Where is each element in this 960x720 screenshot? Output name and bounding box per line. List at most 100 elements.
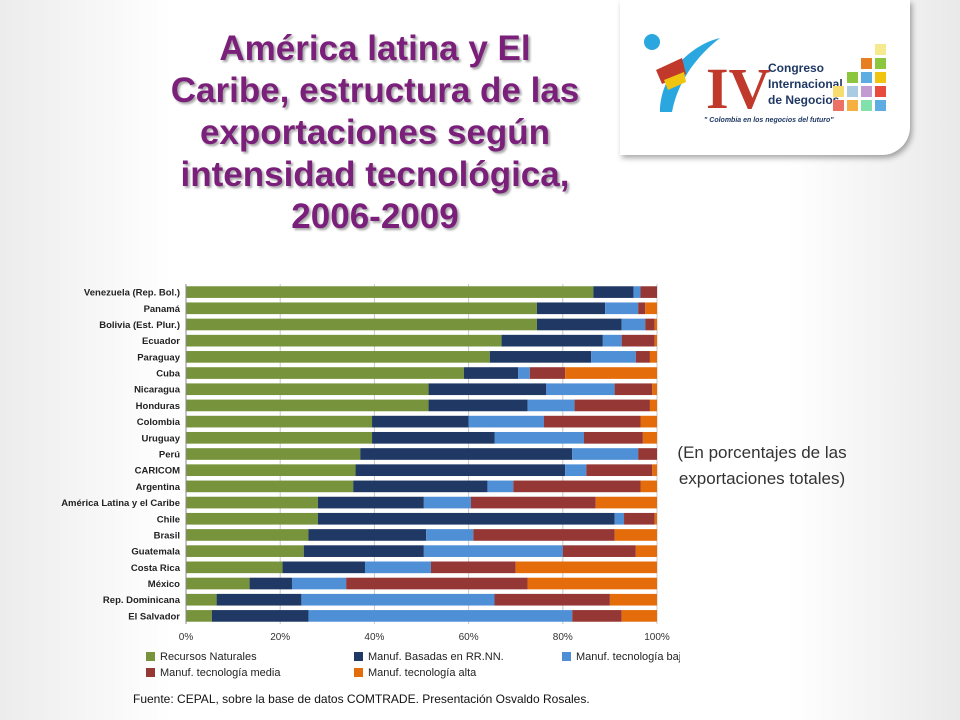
logo-head-icon xyxy=(644,34,660,50)
bar-segment xyxy=(372,431,495,444)
bar-segment xyxy=(586,464,653,477)
logo-mosaic-icon xyxy=(833,44,886,111)
bar-segment xyxy=(638,302,646,315)
category-label: Chile xyxy=(157,514,180,525)
bar-segment xyxy=(621,610,657,622)
bar-segment xyxy=(494,593,610,606)
logo-numeral: IV xyxy=(706,56,771,121)
bar-segment xyxy=(652,383,657,396)
bar-segment xyxy=(423,496,471,509)
bar-segment xyxy=(494,431,584,444)
x-tick-label: 0% xyxy=(179,632,194,643)
bar-segment xyxy=(489,351,592,363)
bar-segment xyxy=(652,464,657,477)
category-label: América Latina y el Caribe xyxy=(61,498,180,509)
bar-segment xyxy=(428,399,528,412)
bar-segment xyxy=(562,545,636,557)
bar-segment xyxy=(527,399,575,412)
bar-segment xyxy=(515,561,657,574)
bar-segment xyxy=(372,415,469,428)
category-label: Brasil xyxy=(154,530,180,541)
bar-segment xyxy=(186,448,361,460)
bar-segment xyxy=(614,512,625,525)
category-label: Cuba xyxy=(156,369,180,380)
bar-segment xyxy=(640,286,657,298)
title-line: América latina y El xyxy=(219,29,531,68)
bar-segment xyxy=(186,480,354,493)
category-label: México xyxy=(148,579,180,590)
congress-logo: IV Congreso Internacional de Negocios " … xyxy=(620,0,910,155)
legend-swatch xyxy=(146,668,155,677)
bar-segment xyxy=(186,512,318,525)
bar-segment xyxy=(186,545,304,557)
bar-segment xyxy=(308,529,427,541)
logo-swoosh-icon xyxy=(660,38,720,112)
bar-segment xyxy=(186,496,318,509)
bar-segment xyxy=(353,480,488,493)
bar-segment xyxy=(186,610,212,622)
chart-area: 0% 20% 40% 60% 80% 100% Venezuela (Rep. Bol.) P… xyxy=(0,278,680,698)
bar-segment xyxy=(186,351,490,363)
bar-segment xyxy=(186,399,429,412)
bar-segment xyxy=(355,464,566,477)
title-line: intensidad tecnológica, xyxy=(180,155,570,194)
bar-segment xyxy=(186,334,502,347)
logo-line-3: de Negocios xyxy=(768,93,840,107)
legend-swatch xyxy=(354,668,363,677)
bar-segment xyxy=(642,431,657,444)
bar-segment xyxy=(186,577,250,590)
bar-segment xyxy=(186,286,594,298)
bar-segment xyxy=(186,593,217,606)
bar-segment xyxy=(614,529,657,541)
bar-segment xyxy=(640,415,657,428)
bar-segment xyxy=(605,302,639,315)
title-line: exportaciones según xyxy=(199,113,551,152)
bar-segment xyxy=(624,512,655,525)
bar-segment xyxy=(536,302,606,315)
category-label: Perú xyxy=(159,450,180,461)
bar-segment xyxy=(186,318,537,331)
bar-segment xyxy=(249,577,292,590)
bar-segment xyxy=(487,480,514,493)
logo-book-icon xyxy=(656,58,686,84)
bar-segment xyxy=(186,529,309,541)
logo-line-2: Internacional xyxy=(768,77,843,91)
bar-segment xyxy=(186,561,283,574)
category-label: El Salvador xyxy=(128,611,180,622)
category-label: Guatemala xyxy=(131,547,180,558)
bar-segment xyxy=(614,383,653,396)
category-label: Nicaragua xyxy=(134,385,181,396)
bar-segment xyxy=(301,593,495,606)
bar-segment xyxy=(428,383,547,396)
legend-label: Manuf. tecnología baja xyxy=(576,651,680,663)
bar-segment xyxy=(186,464,356,477)
bar-segment xyxy=(463,367,519,379)
category-label: CARICOM xyxy=(135,466,180,477)
category-label: Costa Rica xyxy=(131,563,181,574)
bar-segment xyxy=(186,367,464,379)
bar-segment xyxy=(593,286,634,298)
logo-tagline: " Colombia en los negocios del futuro" xyxy=(704,117,834,124)
x-tick-label: 60% xyxy=(459,632,479,643)
bar-segment xyxy=(527,577,657,590)
bar-segment xyxy=(649,351,657,363)
slide-title: América latina y El Caribe, estructura d… xyxy=(120,28,630,238)
bar-segment xyxy=(513,480,641,493)
bar-segment xyxy=(649,399,657,412)
bar-segment xyxy=(317,512,615,525)
legend-swatch xyxy=(562,652,571,661)
legend-label: Manuf. tecnología alta xyxy=(368,667,477,679)
legend-swatch xyxy=(354,652,363,661)
category-label: Venezuela (Rep. Bol.) xyxy=(84,288,180,299)
bar-segment xyxy=(317,496,424,509)
unit-note: (En porcentajes de las exportaciones tot… xyxy=(677,443,847,488)
category-label: Uruguay xyxy=(141,433,180,444)
bar-segment xyxy=(216,593,302,606)
bar-segment xyxy=(303,545,424,557)
bar-segment xyxy=(536,318,622,331)
bar-segment xyxy=(654,318,657,331)
bar-segment xyxy=(621,334,655,347)
bar-segment xyxy=(308,610,573,622)
category-label: Panamá xyxy=(144,304,181,315)
bar-segment xyxy=(426,529,474,541)
